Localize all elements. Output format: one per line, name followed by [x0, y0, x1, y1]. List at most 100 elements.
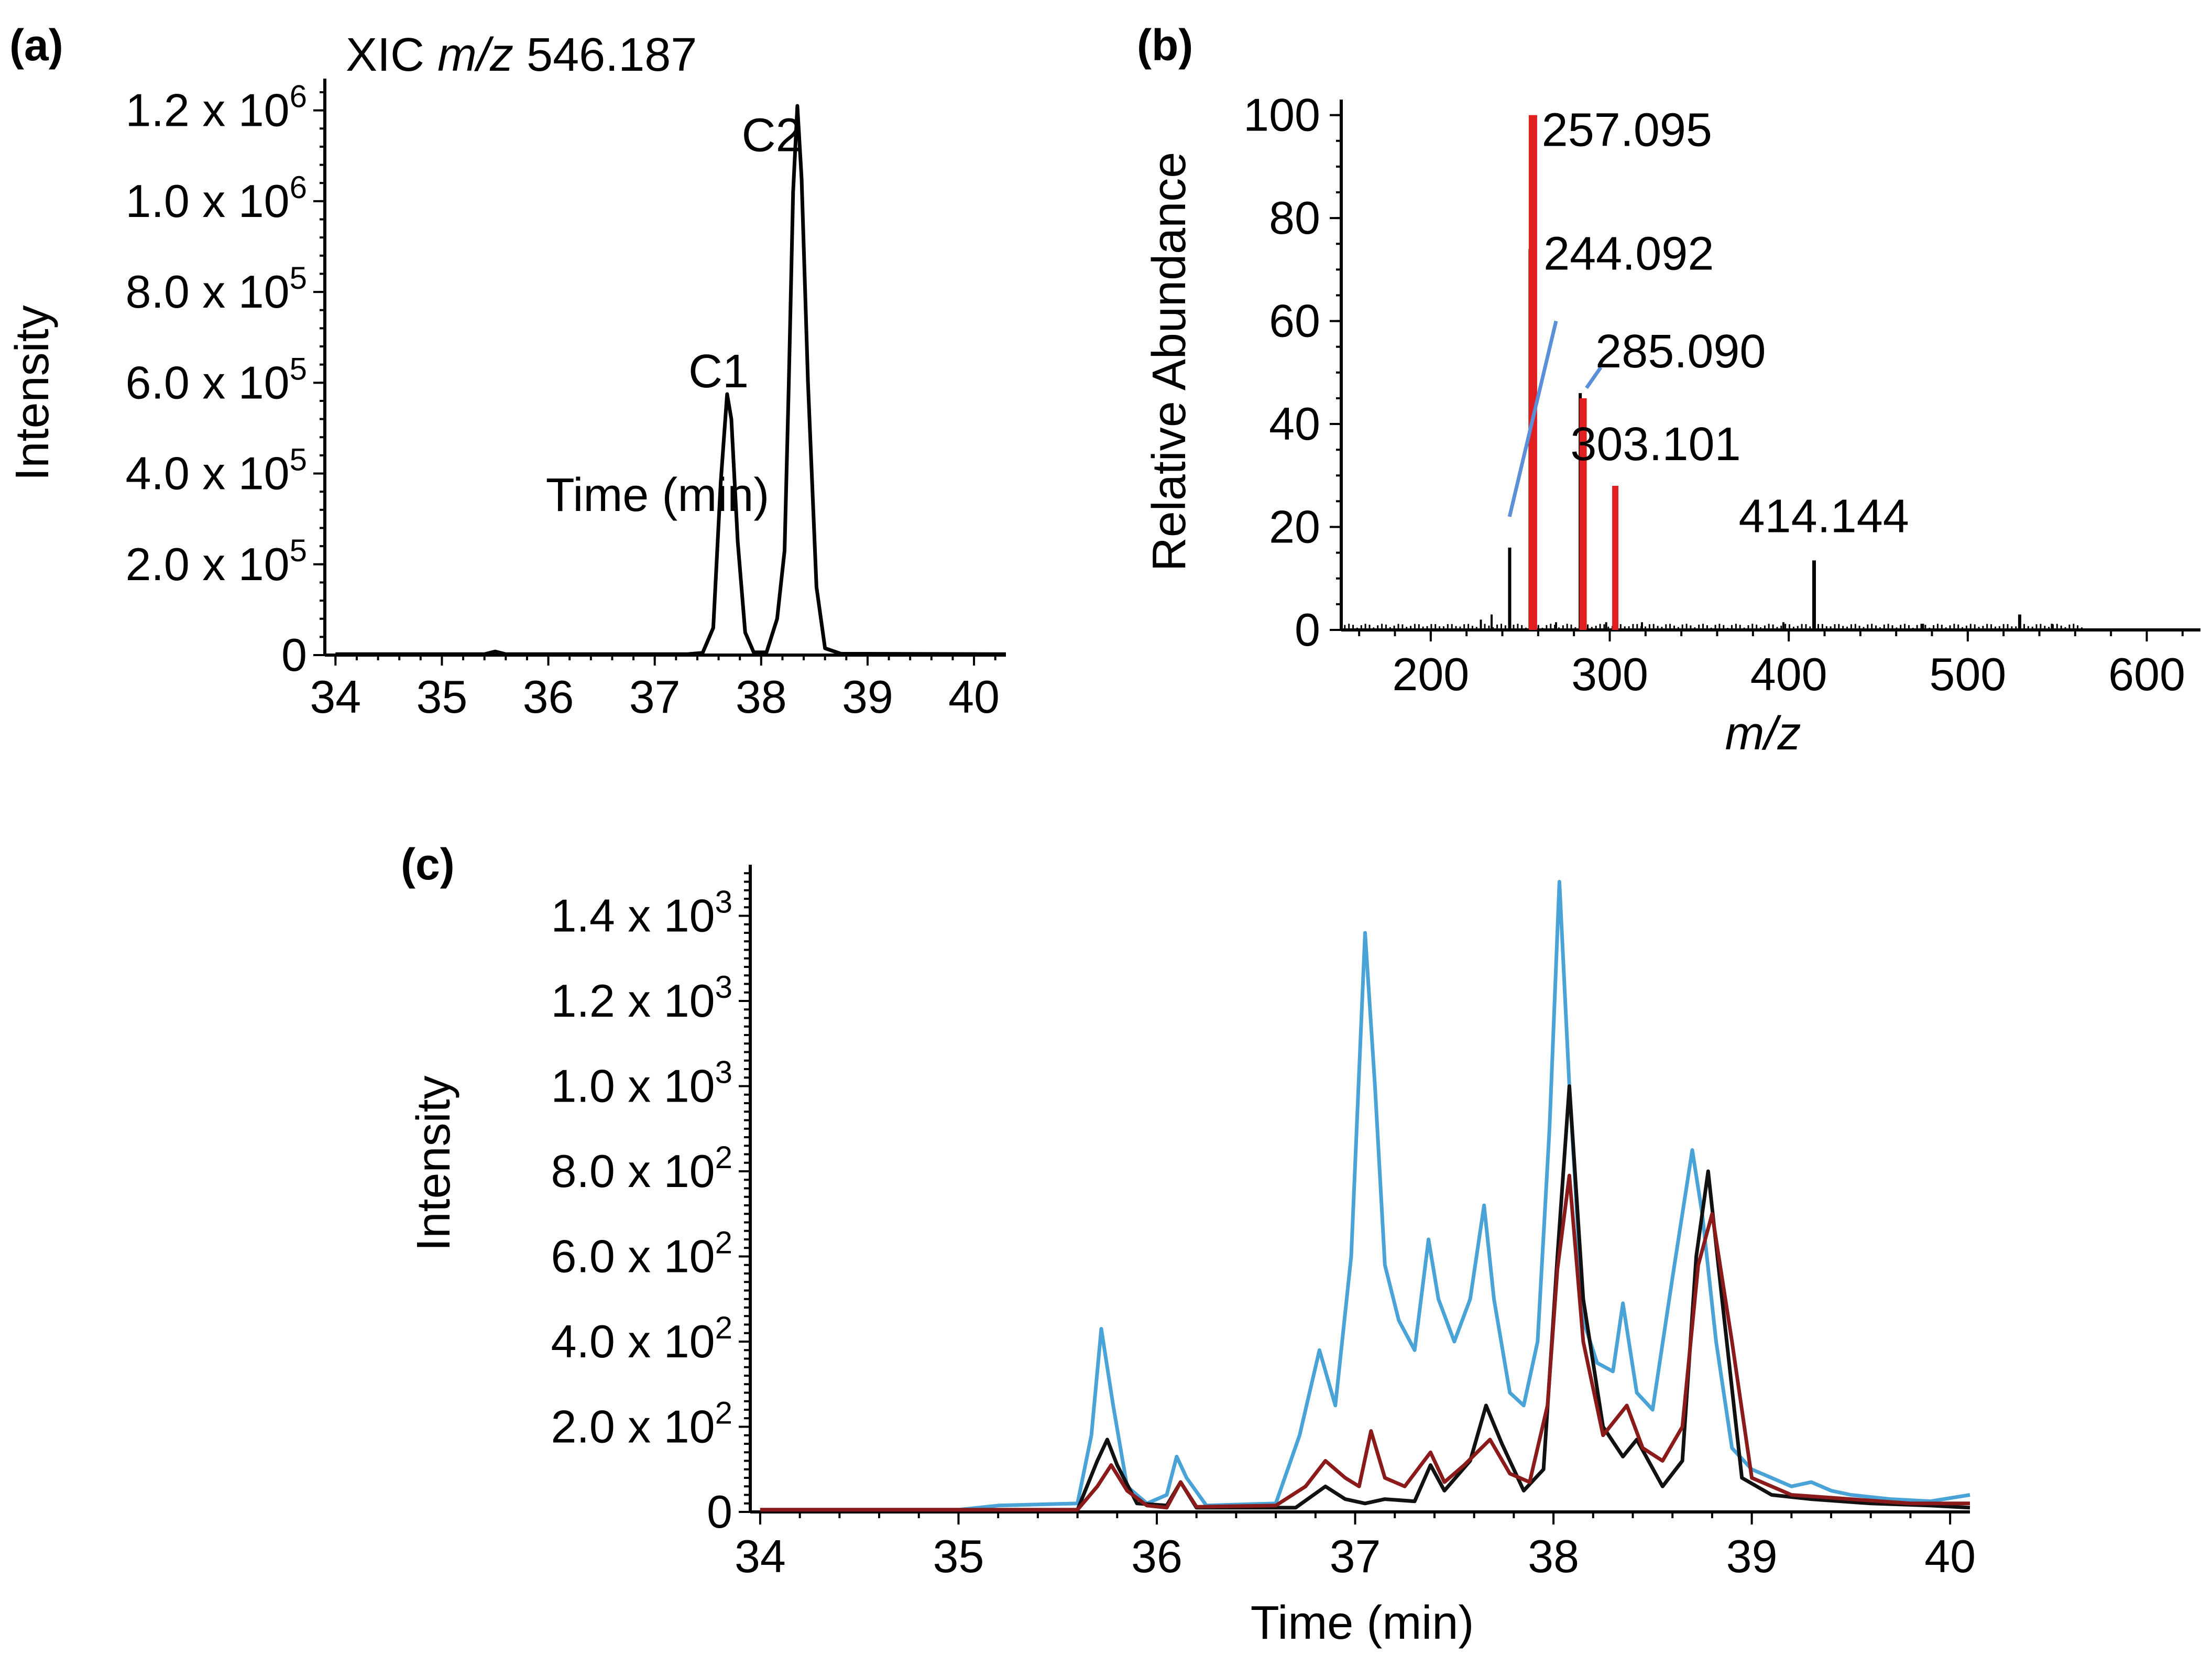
panel-b-peak-label-0: 257.095 [1542, 104, 1712, 157]
panel-a-xtick-label-0: 34 [310, 671, 361, 723]
panel-c-ytick-mantissa-2: 4.0 x 10 [551, 1315, 715, 1367]
panel-b-xtick-label-0: 200 [1392, 648, 1469, 700]
panel-c-ytick-mantissa-1: 2.0 x 10 [551, 1401, 715, 1453]
panel-b-xtick-label-2: 400 [1750, 648, 1827, 700]
panel-a-ytick-label-4: 8.0 x 105 [126, 260, 308, 318]
panel-c-ytick-mantissa-3: 6.0 x 10 [551, 1231, 715, 1282]
panel-c-ytick-mantissa-6: 1.2 x 10 [551, 975, 715, 1027]
panel-b-peak-label-4: 414.144 [1739, 490, 1909, 542]
panel-c-ytick-label-6: 1.2 x 103 [551, 970, 733, 1027]
xic-title-prefix: XIC [346, 29, 437, 81]
panel-c-ytick-label-3: 6.0 x 102 [551, 1225, 733, 1282]
panel-a-xtick-label-3: 37 [629, 671, 681, 723]
panel-c-ytick-label-2: 4.0 x 102 [551, 1310, 733, 1367]
panel-c-ytick-label-5: 1.0 x 103 [551, 1055, 733, 1112]
panel-c-ytick-mantissa-4: 8.0 x 10 [551, 1145, 715, 1197]
panel-c-ytick-mantissa-7: 1.4 x 10 [551, 890, 715, 942]
panel-a-ytick-mantissa-1: 2.0 x 10 [126, 538, 290, 590]
panel-label-b: (b) [1137, 20, 1193, 70]
panel-c-xtick-label-3: 37 [1330, 1530, 1381, 1582]
panel-a-ytick-exponent-1: 5 [290, 533, 307, 568]
panel-a-ytick-exponent-4: 5 [290, 260, 307, 296]
panel-a-ytick-exponent-5: 6 [290, 170, 307, 205]
panel-c-xlabel: Time (min) [1251, 1597, 1474, 1649]
panel-c-ytick-exponent-4: 2 [715, 1140, 732, 1175]
panel-a-plot: C1 C2 [335, 104, 1006, 656]
panel-a-xtick-label-4: 38 [736, 671, 787, 723]
panel-b-xtick-label-1: 300 [1571, 648, 1648, 700]
panel-a-ytick-label-5: 1.0 x 106 [126, 170, 308, 227]
panel-c-ytick-mantissa-5: 1.0 x 10 [551, 1060, 715, 1112]
panel-b-ytick-label-1: 20 [1269, 501, 1320, 553]
panel-c-ytick-exponent-3: 2 [715, 1225, 732, 1260]
panel-a-ytick-label-1: 2.0 x 105 [126, 533, 308, 590]
panel-b-guide-line-1 [1585, 366, 1603, 389]
panel-a-ytick-mantissa-4: 8.0 x 10 [126, 266, 290, 318]
panel-b-peak-label-3: 303.101 [1570, 418, 1740, 471]
panel-c-xtick-label-1: 35 [933, 1530, 984, 1582]
panel-a-xtick-label-1: 35 [416, 671, 467, 723]
panel-a-peak-label-0: C1 [688, 345, 749, 398]
panel-c-ytick-mantissa-0: 0 [707, 1486, 732, 1538]
panel-c-ytick-label-7: 1.4 x 103 [551, 885, 733, 942]
panel-b-ytick-label-5: 100 [1243, 89, 1320, 141]
xic-title-suffix: 546.187 [513, 29, 697, 81]
panel-b-ytick-label-2: 40 [1269, 398, 1320, 450]
panel-a-xtick-label-2: 36 [523, 671, 574, 723]
panel-c-ylabel: Intensity [408, 1075, 460, 1251]
panel-a-ytick-label-6: 1.2 x 106 [126, 79, 308, 136]
panel-c-xtick-label-2: 36 [1131, 1530, 1182, 1582]
panel-c-ytick-exponent-6: 3 [715, 970, 732, 1005]
panel-b-xlabel: m/z [1725, 707, 1801, 760]
panel-c-ytick-exponent-1: 2 [715, 1396, 732, 1431]
panel-a-ytick-exponent-3: 5 [290, 351, 307, 386]
panel-c-xtick-label-5: 39 [1726, 1530, 1778, 1582]
panel-b-ytick-label-0: 0 [1295, 604, 1320, 656]
panel-b-axes: 0 20 40 60 80 100 200 300 400 500 600 [1243, 89, 2200, 700]
panel-a-xtick-label-5: 39 [842, 671, 893, 723]
panel-label-c: (c) [401, 840, 455, 889]
panel-a-ytick-mantissa-0: 0 [281, 629, 307, 681]
panel-a-series-0 [335, 104, 1006, 656]
panel-a-ytick-label-2: 4.0 x 105 [126, 442, 308, 499]
panel-b-peak-label-2: 285.090 [1595, 325, 1766, 378]
panel-c-ytick-label-1: 2.0 x 102 [551, 1396, 733, 1453]
panel-label-a: (a) [9, 20, 63, 70]
panel-c-xtick-label-0: 34 [735, 1530, 786, 1582]
panel-c-series-0 [760, 880, 1970, 1512]
panel-c-xtick-label-6: 40 [1924, 1530, 1976, 1582]
panel-b-plot: 257.095 244.092 285.090 303.101 414.144 [1344, 104, 2083, 630]
panel-b-ylabel: Relative Abundance [1143, 152, 1196, 572]
panel-b-ytick-label-4: 80 [1269, 192, 1320, 244]
panel-a-ytick-label-0: 0 [281, 629, 307, 681]
xic-title: XIC m/z 546.187 [346, 29, 697, 81]
panel-a-xtick-label-6: 40 [948, 671, 1000, 723]
panel-c-ytick-exponent-5: 3 [715, 1055, 732, 1090]
panel-a-xlabel: Time (min) [546, 469, 770, 521]
panel-c-ytick-exponent-7: 3 [715, 885, 732, 920]
panel-a-ytick-label-3: 6.0 x 105 [126, 351, 308, 408]
panel-b-xtick-label-3: 500 [1929, 648, 2006, 700]
panel-a-peak-label-1: C2 [742, 110, 802, 162]
panel-b-ytick-label-3: 60 [1269, 295, 1320, 347]
xic-title-mz: m/z [437, 29, 513, 81]
panel-c-series-1 [760, 1084, 1970, 1512]
panel-b-peak-label-1: 244.092 [1543, 227, 1714, 280]
panel-c-ytick-label-4: 8.0 x 102 [551, 1140, 733, 1197]
panel-a-ytick-mantissa-3: 6.0 x 10 [126, 356, 290, 408]
panel-a-ylabel: Intensity [6, 305, 59, 481]
panel-a-ytick-mantissa-5: 1.0 x 10 [126, 175, 290, 227]
panel-c-plot [760, 880, 1970, 1512]
panel-c-xtick-label-4: 38 [1528, 1530, 1579, 1582]
panel-b-xtick-label-4: 600 [2108, 648, 2185, 700]
panel-a-ytick-mantissa-6: 1.2 x 10 [126, 84, 290, 136]
panel-b-guide-line-0 [1507, 320, 1558, 517]
panel-c-ytick-label-0: 0 [707, 1486, 732, 1538]
panel-a-ytick-exponent-2: 5 [290, 442, 307, 477]
